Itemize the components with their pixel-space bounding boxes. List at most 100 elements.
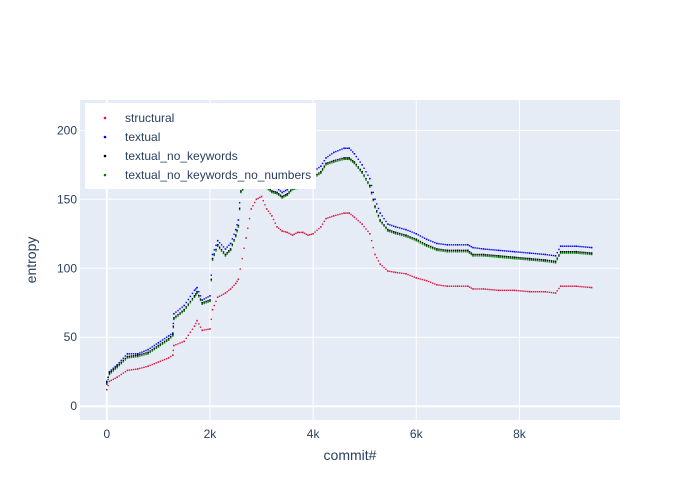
legend-item[interactable]: structural [103, 111, 175, 125]
data-point [456, 285, 459, 288]
data-point [341, 212, 343, 215]
data-point [179, 312, 181, 314]
data-point [430, 240, 432, 242]
data-point [530, 259, 533, 261]
data-point [532, 258, 535, 260]
data-point [173, 312, 175, 315]
data-point [357, 167, 359, 169]
data-point [482, 253, 485, 256]
data-point [135, 354, 137, 357]
data-point [540, 258, 543, 261]
data-point [381, 265, 383, 267]
data-point [257, 197, 259, 200]
data-point [532, 291, 535, 293]
data-point [501, 255, 504, 257]
data-point [587, 253, 589, 255]
data-point [325, 164, 327, 166]
data-point [467, 250, 469, 253]
data-point [345, 147, 347, 149]
data-point [588, 286, 591, 289]
data-point [155, 347, 158, 349]
data-point [474, 255, 476, 257]
data-point [501, 289, 504, 292]
data-point [222, 251, 225, 253]
data-point [478, 255, 480, 257]
data-point [203, 329, 205, 331]
data-point [265, 208, 268, 210]
data-point [519, 251, 521, 253]
legend-item[interactable]: textual_no_keywords [103, 149, 238, 163]
data-point [203, 301, 205, 303]
data-point [320, 165, 322, 168]
data-point [163, 342, 166, 344]
data-point [361, 172, 363, 174]
legend-item[interactable]: textual [103, 130, 161, 144]
data-point [440, 243, 442, 245]
data-point [173, 344, 175, 347]
data-point [448, 251, 450, 253]
data-point [413, 232, 415, 234]
data-point [240, 191, 242, 194]
data-point [132, 356, 135, 358]
data-point [419, 242, 422, 244]
data-point [370, 184, 373, 187]
data-point [383, 225, 385, 227]
data-point [538, 258, 541, 261]
data-point [590, 286, 593, 289]
data-point [281, 197, 283, 199]
data-point [316, 175, 318, 177]
data-point [185, 307, 187, 309]
data-point [565, 285, 568, 287]
data-point [407, 236, 409, 239]
data-point [147, 352, 149, 355]
data-point [363, 167, 365, 169]
data-point [264, 204, 266, 206]
data-point [405, 234, 407, 236]
data-point [463, 244, 465, 246]
data-point [581, 252, 583, 255]
data-point [114, 377, 116, 379]
data-point [468, 245, 471, 247]
data-point [339, 159, 341, 162]
data-point [145, 352, 147, 354]
data-point [207, 299, 209, 302]
data-point [339, 149, 341, 151]
data-point [298, 231, 301, 234]
data-point [434, 247, 436, 249]
data-point [151, 348, 153, 351]
data-point [228, 289, 230, 292]
data-point [511, 289, 514, 292]
data-point [211, 257, 214, 260]
data-point [486, 255, 488, 257]
data-point [286, 192, 289, 195]
data-point [107, 376, 109, 378]
data-point [155, 362, 158, 364]
data-point [521, 258, 523, 261]
data-point [482, 255, 485, 257]
data-point [474, 253, 476, 256]
data-point [492, 249, 494, 251]
data-point [252, 205, 254, 207]
data-point [548, 254, 551, 256]
data-point [226, 291, 228, 293]
data-point [147, 348, 149, 351]
data-point [379, 220, 381, 223]
data-point [550, 261, 553, 263]
data-point [228, 244, 230, 246]
data-point [165, 340, 168, 343]
data-point [432, 247, 434, 250]
data-point [480, 255, 482, 257]
data-point [554, 260, 557, 263]
data-point [401, 234, 403, 237]
data-point [238, 208, 241, 211]
legend-item[interactable]: textual_no_keywords_no_numbers [103, 168, 311, 182]
data-point [106, 380, 108, 383]
data-point [316, 229, 318, 232]
data-point [569, 285, 572, 287]
data-point [224, 253, 227, 256]
data-point [316, 173, 318, 176]
legend[interactable]: structural textual textual_no_keywordstext… [85, 103, 316, 189]
data-point [486, 288, 488, 291]
data-point [590, 252, 593, 254]
data-point [183, 304, 185, 307]
